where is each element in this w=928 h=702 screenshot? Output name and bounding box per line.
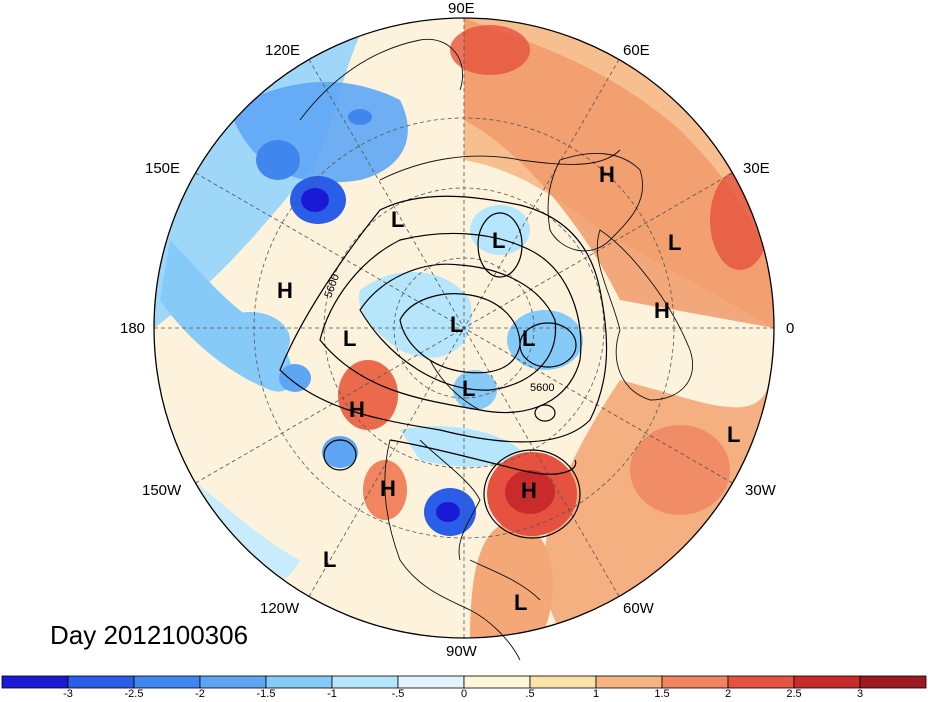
colorbar-tick-label: -2 <box>195 688 205 700</box>
coastlines <box>299 38 694 661</box>
colorbar-tick-label: -1 <box>327 688 337 700</box>
colorbar-tick-label: 2 <box>724 688 732 700</box>
lon-label-30e: 30E <box>743 160 770 177</box>
pressure-center-high: H <box>380 476 396 501</box>
colorbar-swatch <box>529 675 597 689</box>
lon-label-120e: 120E <box>265 42 301 59</box>
contour-label: 5600 <box>530 382 555 394</box>
map-boundary <box>153 17 775 639</box>
lon-label-30w: 30W <box>745 482 776 499</box>
pressure-center-low: L <box>343 326 357 351</box>
date-label: Day 2012100306 <box>50 620 249 650</box>
colorbar-tick-label: 2.5 <box>786 688 802 700</box>
pressure-center-low: L <box>462 376 476 401</box>
colorbar-tick-label: .5 <box>525 688 535 700</box>
pressure-center-high: H <box>349 397 365 422</box>
height-contours <box>279 195 608 539</box>
colorbar-tick-label: -2.5 <box>124 688 144 700</box>
colorbar-swatch <box>265 675 333 689</box>
colorbar-swatch <box>727 675 795 689</box>
colorbar-swatch <box>463 675 531 689</box>
lon-label-90w: 90W <box>446 643 477 660</box>
colorbar-swatch <box>793 675 861 689</box>
anomaly-field <box>154 18 774 638</box>
colorbar-swatch <box>859 675 927 689</box>
pressure-center-high: H <box>277 278 293 303</box>
lon-label-120w: 120W <box>260 600 300 617</box>
lon-label-90e: 90E <box>448 0 475 17</box>
pressure-center-low: L <box>727 422 741 447</box>
colorbar-tick-label: 1.5 <box>654 688 670 700</box>
colorbar <box>1 675 927 689</box>
colorbar-swatch <box>199 675 267 689</box>
lon-label-60e: 60E <box>623 42 650 59</box>
pressure-center-high: H <box>599 162 615 187</box>
lon-label-150w: 150W <box>142 482 182 499</box>
graticule <box>154 18 774 638</box>
colorbar-swatch <box>133 675 201 689</box>
pressure-center-low: L <box>522 326 536 351</box>
pressure-center-low: L <box>450 312 464 337</box>
lon-label-150e: 150E <box>145 160 181 177</box>
colorbar-swatch <box>1 675 69 689</box>
lon-label-180: 180 <box>120 320 146 337</box>
colorbar-tick-label: 0 <box>460 688 468 700</box>
lon-label-60w: 60W <box>623 600 654 617</box>
colorbar-swatch <box>661 675 729 689</box>
colorbar-swatch <box>595 675 663 689</box>
colorbar-swatch <box>67 675 135 689</box>
colorbar-swatch <box>397 675 465 689</box>
pressure-center-low: L <box>391 207 405 232</box>
lon-label-0: 0 <box>786 320 795 337</box>
colorbar-tick-label: 1 <box>592 688 600 700</box>
colorbar-tick-label: -.5 <box>391 688 405 700</box>
pressure-center-low: L <box>492 228 506 253</box>
pressure-center-low: L <box>668 230 682 255</box>
pressure-center-high: H <box>654 298 670 323</box>
pressure-center-low: L <box>514 590 528 615</box>
pressure-center-high: H <box>521 478 537 503</box>
colorbar-swatch <box>331 675 399 689</box>
colorbar-tick-label: -1.5 <box>256 688 276 700</box>
pressure-center-low: L <box>323 547 337 572</box>
colorbar-tick-label: 3 <box>856 688 864 700</box>
colorbar-tick-label: -3 <box>63 688 73 700</box>
